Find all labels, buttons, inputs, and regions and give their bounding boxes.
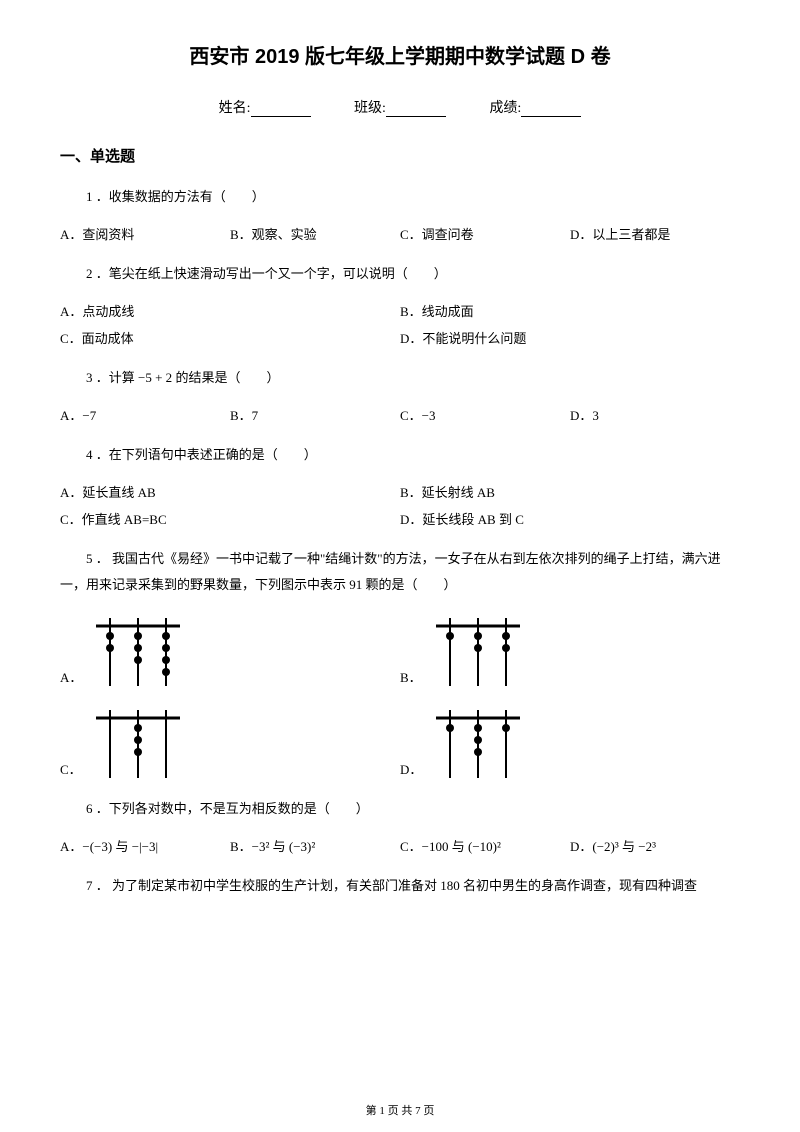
q5-label-d: D．	[400, 759, 422, 778]
q4-text: 4 ．在下列语句中表述正确的是（ ）	[60, 442, 740, 468]
q5-text: 5 ． 我国古代《易经》一书中记载了一种"结绳计数"的方法，一女子在从右到左依次…	[60, 546, 740, 598]
q3-pre: 3 ．计算	[86, 370, 135, 385]
q6-opt-a: A．−(−3) 与 −|−3|	[60, 836, 230, 855]
page-footer: 第 1 页 共 7 页	[0, 1102, 800, 1118]
q2-opt-c: C．面动成体	[60, 328, 400, 347]
q3-options: A．−7 B．7 C．−3 D．3	[60, 405, 740, 424]
q6-b-pre: B．	[230, 839, 252, 854]
q1-options: A．查阅资料 B．观察、实验 C．调查问卷 D．以上三者都是	[60, 224, 740, 243]
q3-opt-d: D．3	[570, 405, 740, 424]
q6-c-expr: −100 与 (−10)²	[422, 839, 501, 854]
q6-a-expr: −(−3) 与 −|−3|	[82, 839, 158, 854]
q2-opt-a: A．点动成线	[60, 301, 400, 320]
q3-text: 3 ．计算 −5 + 2 的结果是（ ）	[60, 365, 740, 391]
score-blank	[521, 103, 581, 117]
q6-opt-b: B．−3² 与 (−3)²	[230, 836, 400, 855]
class-label: 班级:	[354, 97, 386, 117]
q4-opt-c: C．作直线 AB=BC	[60, 509, 400, 528]
q1-opt-d: D．以上三者都是	[570, 224, 740, 243]
q1-opt-b: B．观察、实验	[230, 224, 400, 243]
q2-opt-d: D．不能说明什么问题	[400, 328, 740, 347]
q3-opt-c: C．−3	[400, 405, 570, 424]
q6-b-expr: −3² 与 (−3)²	[252, 839, 316, 854]
q2-opt-b: B．线动成面	[400, 301, 740, 320]
q2-options: A．点动成线 B．线动成面 C．面动成体 D．不能说明什么问题	[60, 301, 740, 347]
q4-opt-a: A．延长直线 AB	[60, 482, 400, 501]
name-blank	[251, 103, 311, 117]
q6-a-pre: A．	[60, 839, 82, 854]
q7-text: 7 ． 为了制定某市初中学生校服的生产计划，有关部门准备对 180 名初中男生的…	[60, 873, 740, 899]
q5-row1: A． B．	[60, 612, 740, 690]
q5-label-c: C．	[60, 759, 82, 778]
q6-opt-d: D．(−2)³ 与 −2³	[570, 836, 740, 855]
q6-c-pre: C．	[400, 839, 422, 854]
q6-d-expr: (−2)³ 与 −2³	[592, 839, 656, 854]
q6-opt-c: C．−100 与 (−10)²	[400, 836, 570, 855]
q3-opt-b: B．7	[230, 405, 400, 424]
q6-text: 6 ．下列各对数中，不是互为相反数的是（ ）	[60, 796, 740, 822]
q5-row2: C． D．	[60, 704, 740, 782]
q1-opt-c: C．调查问卷	[400, 224, 570, 243]
q3-expr: −5 + 2	[138, 370, 172, 385]
section-heading: 一、单选题	[60, 145, 740, 166]
page-title: 西安市 2019 版七年级上学期期中数学试题 D 卷	[60, 40, 740, 69]
q4-options: A．延长直线 AB B．延长射线 AB C．作直线 AB=BC D．延长线段 A…	[60, 482, 740, 528]
q2-text: 2 ．笔尖在纸上快速滑动写出一个又一个字，可以说明（ ）	[60, 261, 740, 287]
score-label: 成绩:	[489, 97, 521, 117]
q1-opt-a: A．查阅资料	[60, 224, 230, 243]
q6-options: A．−(−3) 与 −|−3| B．−3² 与 (−3)² C．−100 与 (…	[60, 836, 740, 855]
q4-opt-b: B．延长射线 AB	[400, 482, 740, 501]
q5-label-a: A．	[60, 667, 82, 686]
q5-diagram-b	[428, 612, 528, 690]
q5-label-b: B．	[400, 667, 422, 686]
student-info-row: 姓名: 班级: 成绩:	[60, 97, 740, 117]
q5-diagram-d	[428, 704, 528, 782]
q3-opt-a: A．−7	[60, 405, 230, 424]
q4-opt-d: D．延长线段 AB 到 C	[400, 509, 740, 528]
q5-diagram-a	[88, 612, 188, 690]
class-blank	[386, 103, 446, 117]
q3-post: 的结果是（ ）	[175, 370, 279, 385]
q6-d-pre: D．	[570, 839, 592, 854]
q1-text: 1 ．收集数据的方法有（ ）	[60, 184, 740, 210]
q5-diagram-c	[88, 704, 188, 782]
name-label: 姓名:	[219, 97, 251, 117]
